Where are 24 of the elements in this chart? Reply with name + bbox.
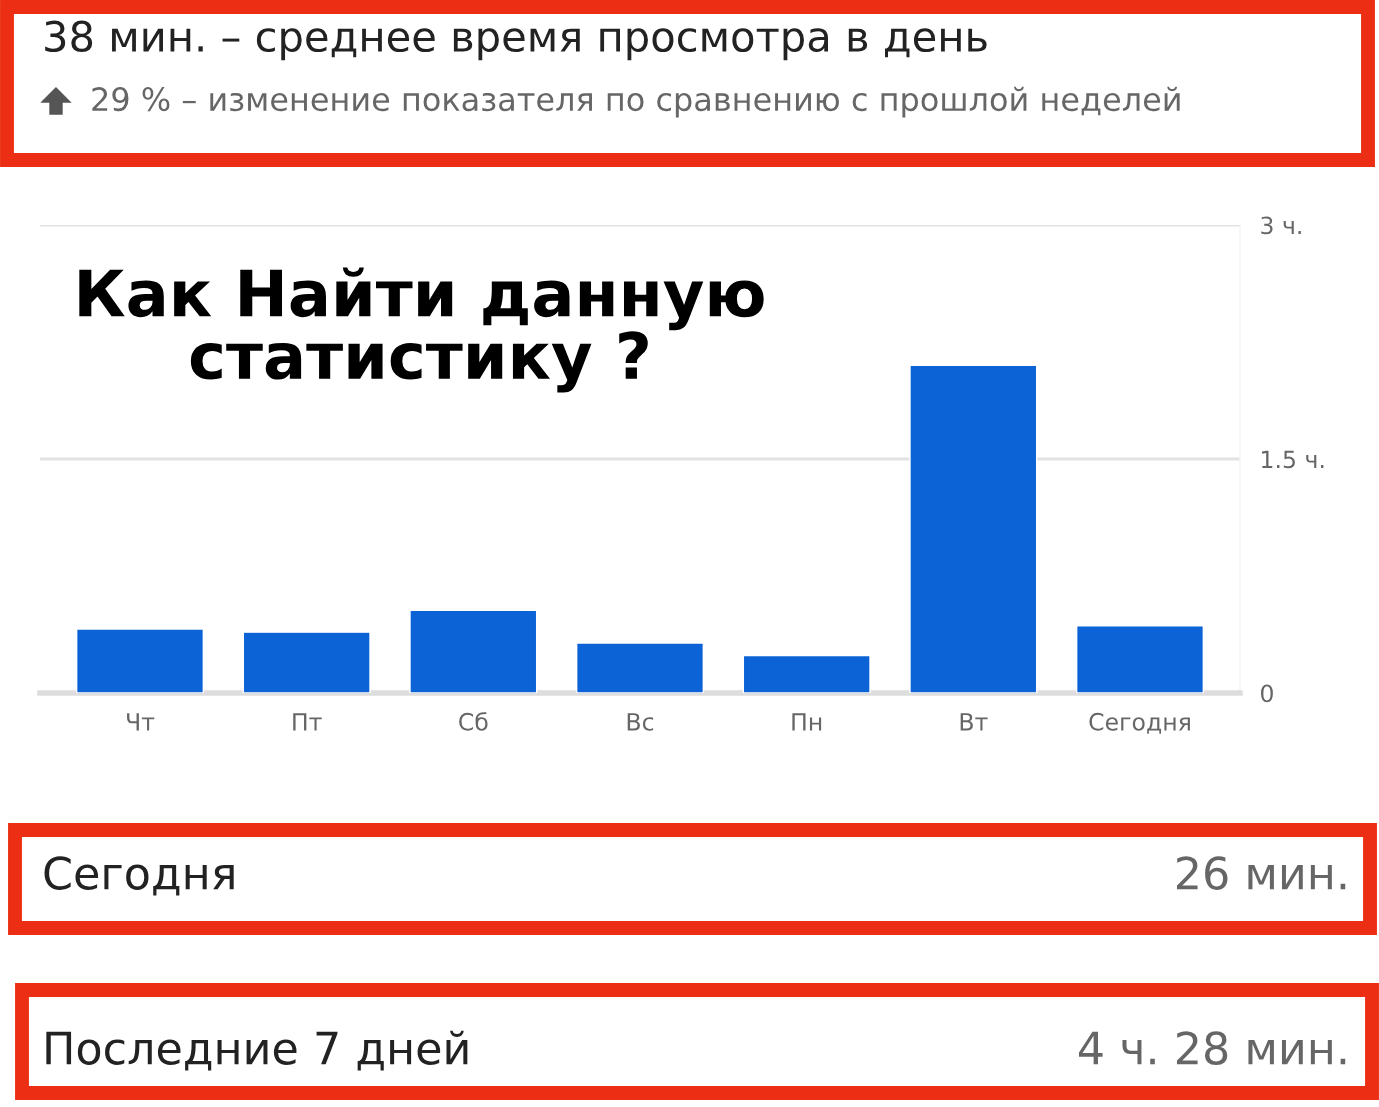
text: Сегодня [44,856,234,896]
bar [409,609,538,693]
bar [242,631,371,693]
bar [75,628,205,693]
bar [1075,625,1205,693]
chart-title: 38 мин. – среднее время просмотра в день [45,20,987,61]
x-tick-label: Вт [960,713,988,731]
x-tick-label: Вс [627,713,654,731]
y-tick-label: 3 ч. [1261,216,1301,235]
text: 4 ч. 28 мин. [1078,1031,1346,1065]
text: Последние 7 дней [46,1030,468,1071]
bar [909,364,1038,693]
x-tick-label: Пт [293,713,322,731]
y-tick-label: 0 [1261,684,1273,703]
annotation: Как Найти данную статистику ? [79,267,764,393]
text: 26 мин. [1176,856,1346,890]
bar [742,654,871,693]
bar [575,642,705,693]
y-tick-label: 1.5 ч. [1262,450,1324,469]
x-tick-label: Сегодня [1089,712,1190,734]
x-tick-label: Сб [459,712,488,731]
x-tick-label: Чт [127,713,155,731]
x-tick-label: Пн [792,713,822,731]
chart-subtitle: 29 % – изменение показателя по сравнению с прошлой неделей [92,86,1180,118]
